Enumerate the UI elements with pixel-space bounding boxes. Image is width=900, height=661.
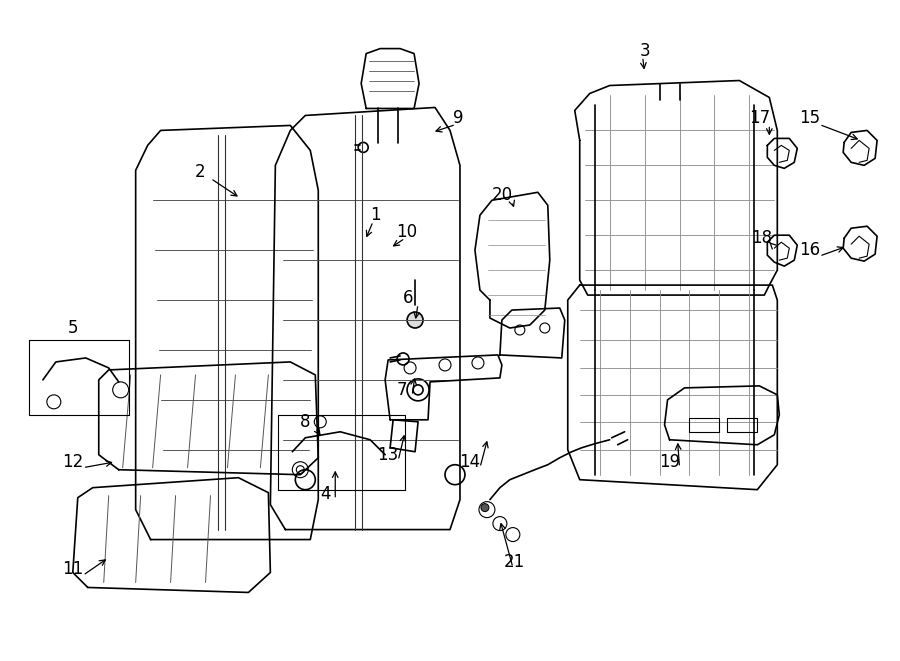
Text: 18: 18: [751, 229, 772, 247]
Circle shape: [407, 312, 423, 328]
Text: 14: 14: [459, 453, 481, 471]
Text: 21: 21: [504, 553, 526, 570]
Text: 20: 20: [491, 186, 512, 204]
Text: 10: 10: [397, 223, 418, 241]
Text: 19: 19: [659, 453, 680, 471]
Text: 12: 12: [62, 453, 84, 471]
Text: 1: 1: [370, 206, 381, 224]
Text: 7: 7: [397, 381, 408, 399]
Text: 9: 9: [453, 110, 464, 128]
Text: 11: 11: [62, 561, 84, 578]
Text: 13: 13: [377, 446, 399, 464]
Text: 6: 6: [403, 289, 413, 307]
Text: 16: 16: [798, 241, 820, 259]
Text: 17: 17: [749, 110, 770, 128]
Text: 3: 3: [639, 42, 650, 59]
Text: 15: 15: [798, 110, 820, 128]
Circle shape: [481, 504, 489, 512]
Text: 4: 4: [320, 485, 330, 502]
Text: 5: 5: [68, 319, 78, 337]
Text: 8: 8: [300, 413, 310, 431]
Text: 2: 2: [195, 163, 206, 181]
